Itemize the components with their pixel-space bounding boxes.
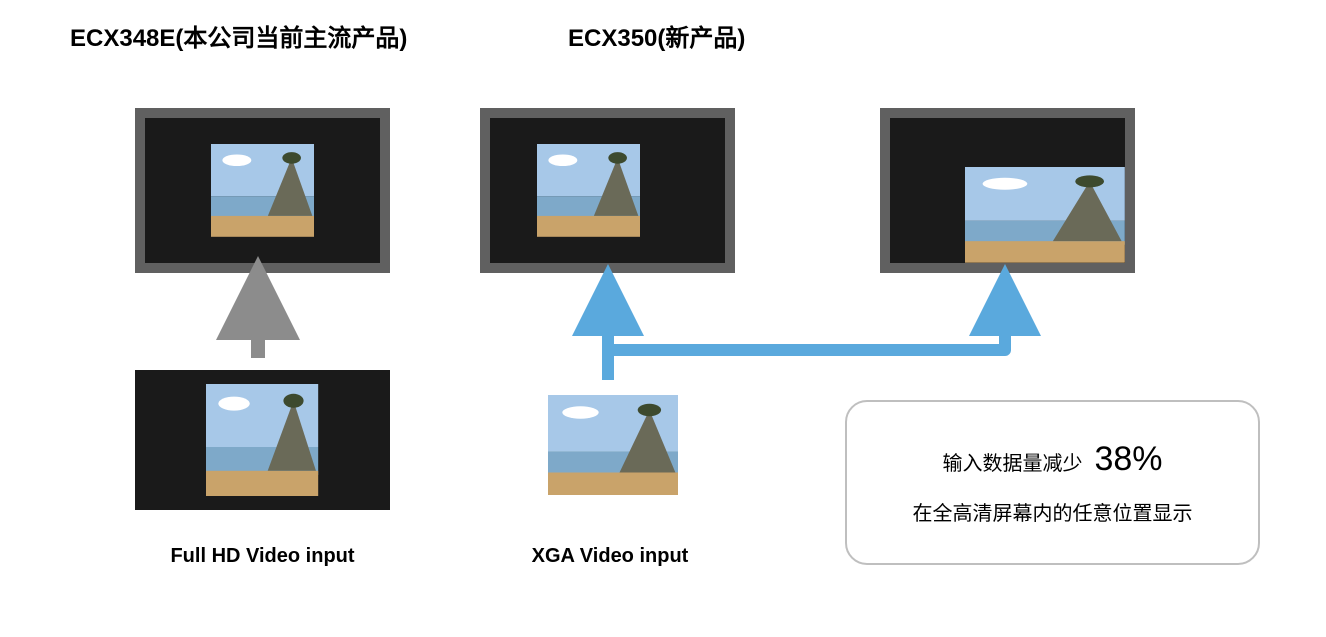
beach-scene-icon (211, 144, 314, 237)
left-monitor (135, 108, 390, 273)
left-title: ECX348E(本公司当前主流产品) (70, 18, 407, 53)
right-monitor-a-screen (490, 118, 725, 263)
callout-line1-value: 38% (1094, 440, 1162, 479)
beach-scene-icon (537, 144, 640, 237)
callout-line1-label: 输入数据量减少 (942, 447, 1082, 476)
right-input-image (548, 395, 678, 495)
left-monitor-screen (145, 118, 380, 263)
right-title: ECX350(新产品) (568, 18, 745, 53)
callout-box: 输入数据量减少 38% 在全高清屏幕内的任意位置显示 (845, 400, 1260, 565)
callout-line2: 在全高清屏幕内的任意位置显示 (913, 497, 1193, 526)
left-input-panel (135, 370, 390, 510)
left-caption: Full HD Video input (135, 545, 390, 568)
right-monitor-b (880, 108, 1135, 273)
right-caption: XGA Video input (500, 545, 720, 568)
right-monitor-b-screen (890, 118, 1125, 263)
beach-scene-icon (965, 167, 1125, 263)
beach-scene-icon (206, 384, 318, 496)
right-monitor-a (480, 108, 735, 273)
callout-line1: 输入数据量减少 38% (942, 440, 1162, 479)
